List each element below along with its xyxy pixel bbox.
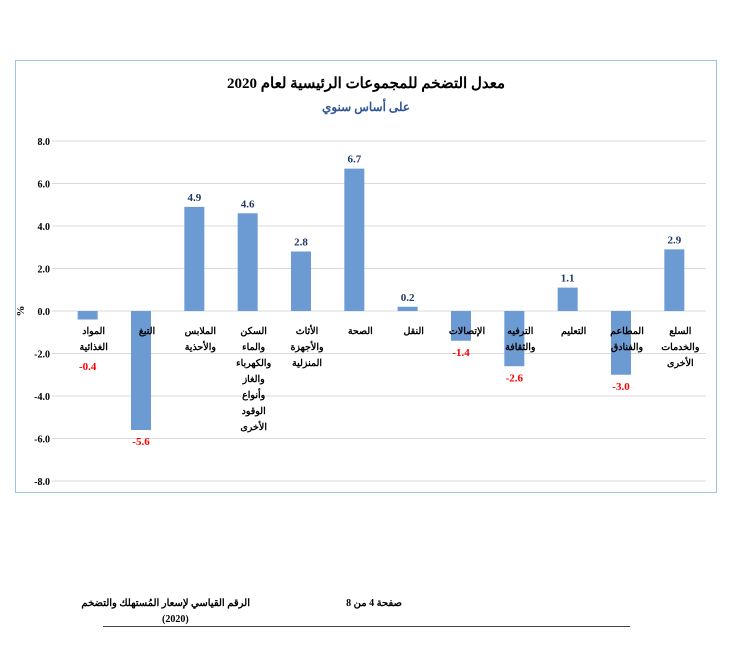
y-tick-label: 6.0 <box>38 180 51 191</box>
y-tick-label: 4.0 <box>38 222 51 233</box>
category-label: الإتصالات <box>449 326 486 337</box>
category-label: الأثاث والأجهزة المنزلية <box>290 325 324 369</box>
footer-year: (2020) <box>160 614 191 625</box>
category-label: الصحة <box>348 326 373 337</box>
data-label: 4.9 <box>187 192 201 204</box>
chart-frame <box>15 60 717 493</box>
bar <box>504 311 525 367</box>
category-label: المواد الغذائية <box>79 326 108 353</box>
bar <box>131 311 151 430</box>
bar <box>557 287 578 311</box>
y-tick-label: 2.0 <box>38 265 51 276</box>
data-label: -3.0 <box>612 381 630 393</box>
category-label: السلع والخدمات الأخرى <box>661 326 700 369</box>
y-tick-label: -6.0 <box>34 435 50 446</box>
data-label: -5.6 <box>132 436 150 448</box>
data-label: 1.1 <box>561 273 575 285</box>
y-tick-label: 0.0 <box>38 307 51 318</box>
chart-subtitle: على أساس سنوي <box>321 100 411 114</box>
bar <box>451 311 471 341</box>
data-label: 0.2 <box>401 292 415 304</box>
data-label: -2.6 <box>506 372 524 384</box>
category-label: الترفيه والثقافة <box>505 326 536 353</box>
bar <box>344 168 365 311</box>
category-label: التبغ <box>139 326 156 337</box>
footer-page-number: صفحة 4 من 8 <box>346 598 402 609</box>
y-tick-label: -4.0 <box>34 392 50 403</box>
data-label: 4.6 <box>241 198 255 210</box>
data-label: 2.8 <box>294 237 308 249</box>
bar <box>397 306 418 311</box>
y-tick-label: -8.0 <box>34 477 50 488</box>
y-tick-label: 8.0 <box>38 137 51 148</box>
category-label: النقل <box>403 326 424 337</box>
data-label: 2.9 <box>667 234 681 246</box>
footer-rule <box>103 626 630 627</box>
bar <box>291 251 311 311</box>
data-label: -0.4 <box>79 361 97 373</box>
bar <box>664 249 685 311</box>
data-label: 6.7 <box>347 154 361 166</box>
bar <box>237 213 258 311</box>
y-axis-label: % <box>15 306 27 317</box>
data-label: -1.4 <box>452 347 470 359</box>
y-tick-label: -2.0 <box>34 350 50 361</box>
footer-publication: الرقم القياسي لإسعار المُستهلك والتضخم <box>81 598 250 609</box>
bar <box>184 206 205 311</box>
category-label: الملابس والأحذية <box>185 326 217 353</box>
chart-title: معدل التضخم للمجموعات الرئيسية لعام 2020 <box>226 76 505 92</box>
bar <box>611 311 631 375</box>
category-label: المطاعم والفنادق <box>610 326 644 353</box>
category-label: التعليم <box>561 326 587 337</box>
bar <box>77 311 98 320</box>
category-label: السكن والماء والكهرباء والغاز وأنواع الوقود ال… <box>236 326 271 433</box>
